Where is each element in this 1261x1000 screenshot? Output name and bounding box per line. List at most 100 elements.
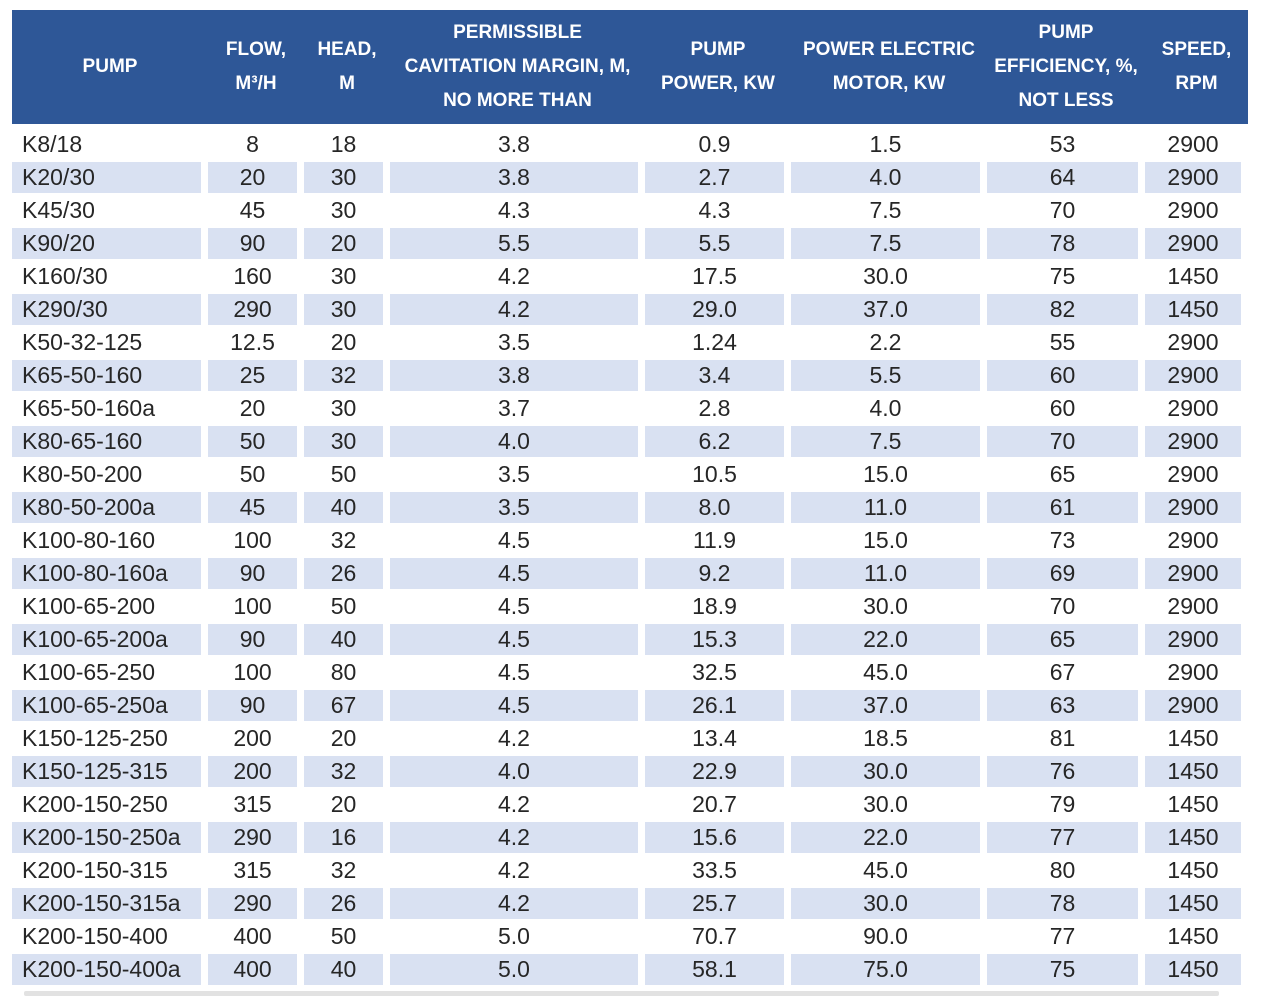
table-row: K150-125-315 200 32 4.0 22.9 30.0 76 1450 [12,754,1248,787]
cell-cavitation-margin: 4.3 [390,193,645,226]
table-row: K200-150-315 315 32 4.2 33.5 45.0 80 1450 [12,853,1248,886]
column-header-speed: SPEED, RPM [1145,10,1248,127]
cell-head: 30 [304,259,390,292]
cell-pump-power: 58.1 [645,952,791,985]
cell-motor-power: 4.0 [791,391,987,424]
cell-pump: K8/18 [12,127,208,160]
cell-motor-power: 37.0 [791,688,987,721]
cell-pump-power: 2.8 [645,391,791,424]
cell-cavitation-margin: 3.8 [390,358,645,391]
column-header-pump: PUMP [12,10,208,127]
cell-head: 32 [304,523,390,556]
table-row: K150-125-250 200 20 4.2 13.4 18.5 81 1450 [12,721,1248,754]
cell-efficiency: 77 [987,919,1145,952]
cell-speed: 2900 [1145,490,1248,523]
cell-flow: 25 [208,358,304,391]
cell-motor-power: 90.0 [791,919,987,952]
cell-cavitation-margin: 4.2 [390,787,645,820]
cell-pump: K20/30 [12,160,208,193]
cutoff-row-edge [24,991,1219,996]
column-header-cavitation-margin: PERMISSIBLE CAVITATION MARGIN, M, NO MOR… [390,10,645,127]
cell-pump: K100-65-250 [12,655,208,688]
cell-pump-power: 13.4 [645,721,791,754]
cell-flow: 45 [208,193,304,226]
cell-pump-power: 26.1 [645,688,791,721]
cell-flow: 315 [208,787,304,820]
cell-head: 20 [304,226,390,259]
cell-speed: 2900 [1145,622,1248,655]
cell-flow: 200 [208,721,304,754]
cell-efficiency: 78 [987,226,1145,259]
cell-speed: 2900 [1145,556,1248,589]
cell-motor-power: 30.0 [791,589,987,622]
cell-pump-power: 33.5 [645,853,791,886]
cell-head: 40 [304,952,390,985]
cell-flow: 160 [208,259,304,292]
cell-pump: K100-65-200 [12,589,208,622]
table-row: K200-150-400a 400 40 5.0 58.1 75.0 75 1450 [12,952,1248,985]
cell-head: 40 [304,622,390,655]
cell-cavitation-margin: 3.5 [390,490,645,523]
cell-speed: 2900 [1145,358,1248,391]
cell-cavitation-margin: 3.8 [390,160,645,193]
cell-pump: K150-125-250 [12,721,208,754]
cell-pump: K290/30 [12,292,208,325]
cell-cavitation-margin: 4.5 [390,622,645,655]
cell-motor-power: 7.5 [791,226,987,259]
table-header: PUMP FLOW, M³/H HEAD, M PERMISSIBLE CAVI… [12,10,1248,127]
cell-efficiency: 70 [987,589,1145,622]
cell-motor-power: 1.5 [791,127,987,160]
cell-speed: 2900 [1145,193,1248,226]
cell-efficiency: 75 [987,259,1145,292]
cell-pump: K100-80-160a [12,556,208,589]
cell-efficiency: 76 [987,754,1145,787]
cell-speed: 1450 [1145,787,1248,820]
cell-head: 20 [304,721,390,754]
cell-flow: 100 [208,589,304,622]
cell-head: 26 [304,886,390,919]
cell-flow: 12.5 [208,325,304,358]
cell-motor-power: 45.0 [791,853,987,886]
table-row: K200-150-315a 290 26 4.2 25.7 30.0 78 1450 [12,886,1248,919]
cell-pump-power: 29.0 [645,292,791,325]
cell-pump: K65-50-160a [12,391,208,424]
cell-speed: 2900 [1145,457,1248,490]
cell-flow: 20 [208,160,304,193]
cell-motor-power: 5.5 [791,358,987,391]
cell-efficiency: 82 [987,292,1145,325]
cell-cavitation-margin: 4.0 [390,754,645,787]
cell-head: 80 [304,655,390,688]
cell-flow: 20 [208,391,304,424]
cell-cavitation-margin: 4.2 [390,292,645,325]
cell-flow: 90 [208,226,304,259]
cell-motor-power: 37.0 [791,292,987,325]
cell-flow: 400 [208,919,304,952]
cell-speed: 2900 [1145,655,1248,688]
cell-pump: K65-50-160 [12,358,208,391]
table-body: K8/18 8 18 3.8 0.9 1.5 53 2900 K20/30 20 30 3.8 2.7 4… [12,127,1248,985]
cell-pump-power: 20.7 [645,787,791,820]
cell-speed: 1450 [1145,754,1248,787]
cell-head: 30 [304,160,390,193]
cell-head: 40 [304,490,390,523]
cell-pump: K80-65-160 [12,424,208,457]
table-row: K65-50-160 25 32 3.8 3.4 5.5 60 2900 [12,358,1248,391]
column-header-head: HEAD, M [304,10,390,127]
table-row: K100-65-250a 90 67 4.5 26.1 37.0 63 2900 [12,688,1248,721]
cell-head: 20 [304,787,390,820]
cell-speed: 2900 [1145,226,1248,259]
cell-flow: 45 [208,490,304,523]
cell-cavitation-margin: 4.2 [390,853,645,886]
cell-motor-power: 11.0 [791,490,987,523]
cell-pump-power: 70.7 [645,919,791,952]
cell-efficiency: 65 [987,457,1145,490]
column-header-motor-power: POWER ELECTRIC MOTOR, KW [791,10,987,127]
cell-head: 30 [304,391,390,424]
cell-pump-power: 18.9 [645,589,791,622]
cell-head: 67 [304,688,390,721]
cell-pump: K200-150-250a [12,820,208,853]
cell-pump-power: 9.2 [645,556,791,589]
cell-head: 30 [304,424,390,457]
cell-pump: K200-150-315a [12,886,208,919]
